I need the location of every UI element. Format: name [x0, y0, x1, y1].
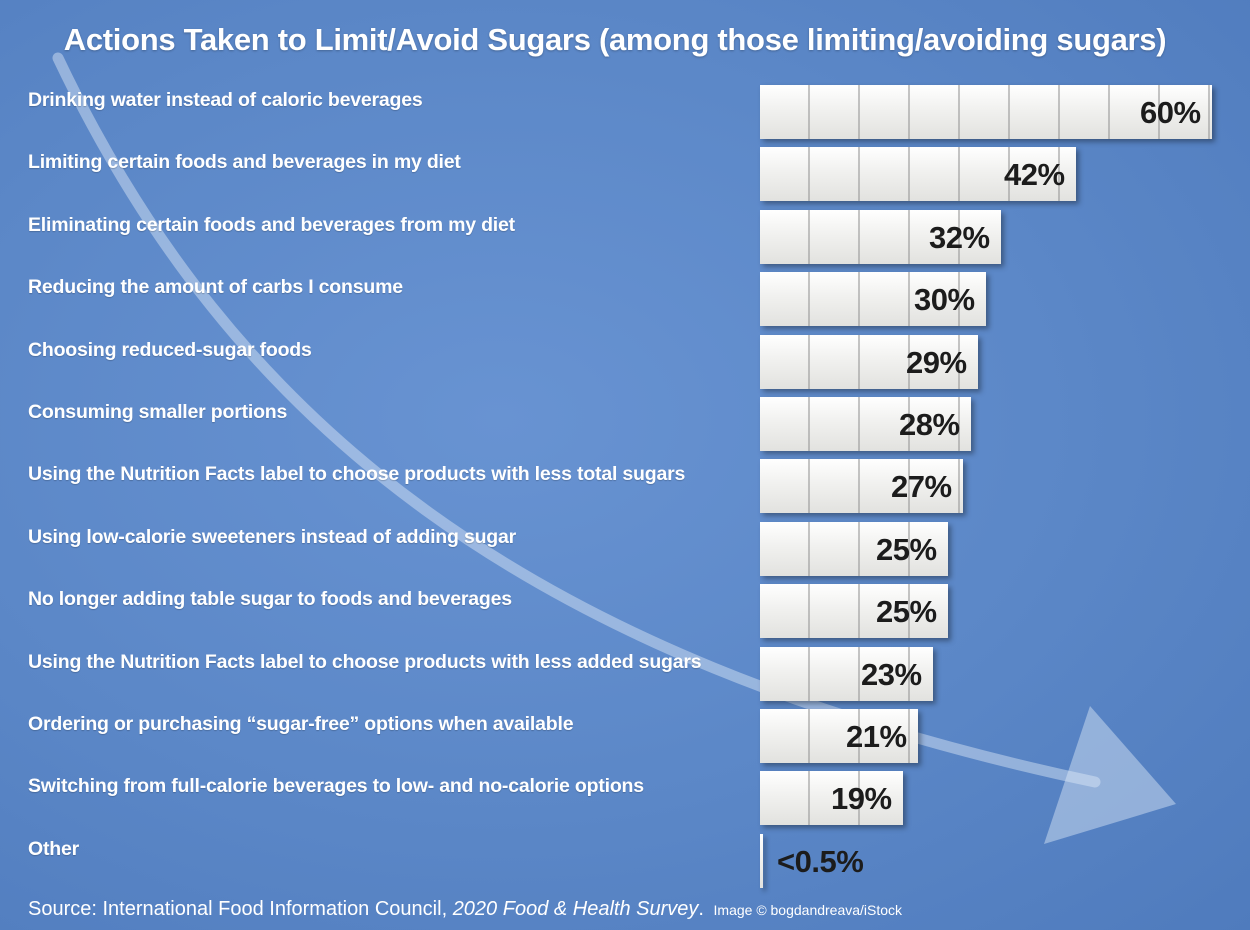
value-label: 19% [831, 781, 892, 816]
value-label: 21% [846, 719, 907, 754]
category-label: Other [28, 838, 80, 860]
source-note: Source: International Food Information C… [28, 898, 902, 921]
bar-row: Reducing the amount of carbs I consume 30… [0, 272, 1250, 326]
category-label: Using the Nutrition Facts label to choos… [28, 651, 702, 673]
bar-row: No longer adding table sugar to foods an… [0, 584, 1250, 638]
category-label: Consuming smaller portions [28, 401, 288, 423]
value-label: 27% [891, 469, 952, 504]
category-label: Drinking water instead of caloric bevera… [28, 89, 423, 111]
category-label: Ordering or purchasing “sugar-free” opti… [28, 713, 574, 735]
category-label: Switching from full-calorie beverages to… [28, 775, 644, 797]
sugar-cube-bar [760, 210, 1001, 264]
category-label: Eliminating certain foods and beverages … [28, 214, 515, 236]
sugar-cube-bar [760, 584, 948, 638]
bar-row: Drinking water instead of caloric bevera… [0, 85, 1250, 139]
bar-row: Using the Nutrition Facts label to choos… [0, 647, 1250, 701]
value-label: 25% [876, 594, 937, 629]
bar-row: Ordering or purchasing “sugar-free” opti… [0, 709, 1250, 763]
sugar-cube-bar [760, 147, 1076, 201]
bar-row: Eliminating certain foods and beverages … [0, 210, 1250, 264]
bar-row: Limiting certain foods and beverages in … [0, 147, 1250, 201]
value-label: 60% [1140, 95, 1201, 130]
source-suffix: . [698, 898, 704, 920]
source-prefix: Source: International Food Information C… [28, 898, 453, 920]
category-label: Using low-calorie sweeteners instead of … [28, 526, 517, 548]
value-label: <0.5% [777, 844, 864, 879]
chart-title: Actions Taken to Limit/Avoid Sugars (amo… [63, 22, 1167, 57]
category-label: No longer adding table sugar to foods an… [28, 588, 512, 610]
sugar-cube-bar [760, 709, 918, 763]
source-publication: 2020 Food & Health Survey [452, 898, 699, 920]
sugar-cube-bar [760, 771, 903, 825]
bar-row: Using the Nutrition Facts label to choos… [0, 459, 1250, 513]
value-label: 42% [1004, 157, 1065, 192]
value-label: 29% [906, 345, 967, 380]
sugar-cube-bar [760, 397, 971, 451]
category-label: Reducing the amount of carbs I consume [28, 276, 403, 298]
value-label: 32% [929, 220, 990, 255]
category-label: Choosing reduced-sugar foods [28, 339, 312, 361]
sugar-cube-bar [760, 647, 933, 701]
sugar-cube-bar [760, 834, 763, 888]
bar-row: Consuming smaller portions 28% [0, 397, 1250, 451]
sugar-cube-bar [760, 272, 986, 326]
sugar-cube-bar [760, 522, 948, 576]
sugar-cube-bar [760, 335, 978, 389]
bar-row: Using low-calorie sweeteners instead of … [0, 522, 1250, 576]
value-label: 23% [861, 657, 922, 692]
bar-row: Choosing reduced-sugar foods 29% [0, 335, 1250, 389]
value-label: 30% [914, 282, 975, 317]
value-label: 25% [876, 532, 937, 567]
image-credit: Image © bogdandreava/iStock [713, 902, 903, 918]
sugar-cube-bar [760, 85, 1212, 139]
value-label: 28% [899, 407, 960, 442]
bar-row: Switching from full-calorie beverages to… [0, 771, 1250, 825]
bar-row: Other <0.5% [0, 834, 1250, 888]
sugar-cube-bar [760, 459, 963, 513]
category-label: Limiting certain foods and beverages in … [28, 151, 461, 173]
category-label: Using the Nutrition Facts label to choos… [28, 463, 686, 485]
